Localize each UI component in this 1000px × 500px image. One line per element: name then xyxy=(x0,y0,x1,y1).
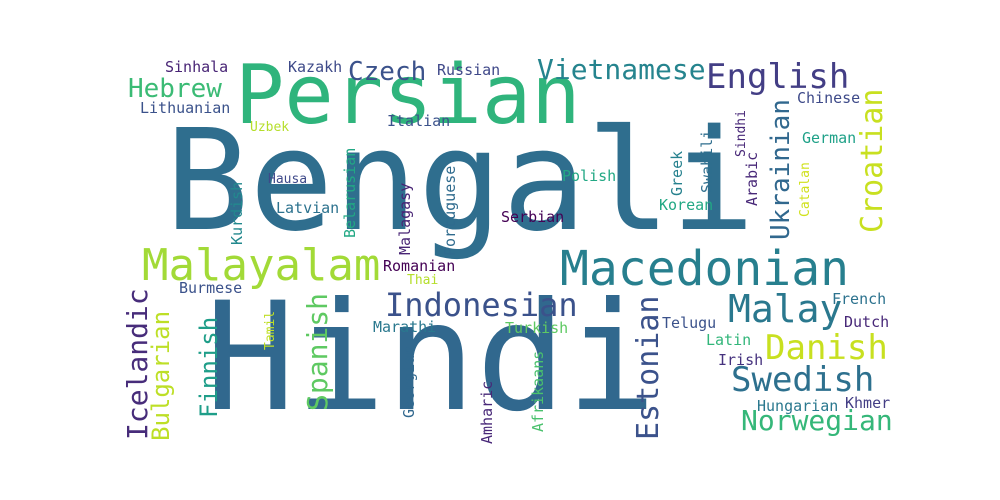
word-macedonian: Macedonian xyxy=(560,241,849,297)
word-hebrew: Hebrew xyxy=(128,74,222,104)
word-sindhi: Sindhi xyxy=(734,110,749,157)
word-swahili: Swahili xyxy=(698,129,716,193)
word-burmese: Burmese xyxy=(179,279,243,297)
word-portuguese: Portuguese xyxy=(441,165,459,256)
word-latvian: Latvian xyxy=(276,199,340,217)
word-arabic: Arabic xyxy=(743,151,761,206)
word-kazakh: Kazakh xyxy=(288,58,343,76)
word-greek: Greek xyxy=(668,150,686,196)
word-marathi: Marathi xyxy=(373,318,437,336)
word-romanian: Romanian xyxy=(383,257,456,275)
word-vietnamese: Vietnamese xyxy=(537,53,706,86)
word-belarusian: Belarusian xyxy=(341,147,359,238)
word-georgian: Georgian xyxy=(400,345,418,418)
word-kurdish: Kurdish xyxy=(228,181,246,245)
word-estonian: Estonian xyxy=(631,295,666,441)
word-korean: Korean xyxy=(659,196,714,214)
word-persian: Persian xyxy=(235,50,581,143)
word-irish: Irish xyxy=(718,351,764,369)
word-telugu: Telugu xyxy=(662,314,717,332)
word-bengali: Bengali xyxy=(165,100,756,263)
word-sinhala: Sinhala xyxy=(165,58,229,76)
word-serbian: Serbian xyxy=(501,208,565,226)
word-dutch: Dutch xyxy=(844,313,890,331)
word-indonesian: Indonesian xyxy=(385,286,578,324)
word-malayalam: Malayalam xyxy=(142,240,381,291)
word-amharic: Amharic xyxy=(478,380,496,444)
word-czech: Czech xyxy=(348,57,427,87)
word-norwegian: Norwegian xyxy=(741,404,893,437)
word-chinese: Chinese xyxy=(797,89,861,107)
word-malagasy: Malagasy xyxy=(396,182,414,255)
word-turkish: Turkish xyxy=(505,319,569,337)
word-english: English xyxy=(706,57,850,97)
word-catalan: Catalan xyxy=(798,162,813,217)
word-finnish: Finnish xyxy=(195,316,223,418)
word-russian: Russian xyxy=(437,61,501,79)
word-cloud: Bengali Hindi Persian Macedonian Malayal… xyxy=(125,50,900,450)
word-ukrainian: Ukrainian xyxy=(766,99,796,240)
word-khmer: Khmer xyxy=(845,394,891,412)
word-bulgarian: Bulgarian xyxy=(147,310,175,441)
word-uzbek: Uzbek xyxy=(250,120,290,135)
word-hindi: Hindi xyxy=(205,271,657,445)
word-french: French xyxy=(832,290,887,308)
word-lithuanian: Lithuanian xyxy=(140,99,231,117)
word-hausa: Hausa xyxy=(268,172,308,187)
word-hungarian: Hungarian xyxy=(757,397,839,415)
word-spanish: Spanish xyxy=(301,292,334,411)
word-latin: Latin xyxy=(706,331,752,349)
word-german: German xyxy=(802,129,857,147)
word-malay: Malay xyxy=(728,287,843,331)
word-polish: Polish xyxy=(562,167,617,185)
word-afrikaans: Afrikaans xyxy=(529,350,547,432)
word-thai: Thai xyxy=(407,273,439,288)
word-croatian: Croatian xyxy=(855,88,890,234)
word-swedish: Swedish xyxy=(731,360,875,400)
word-danish: Danish xyxy=(765,328,888,368)
word-tamil: Tamil xyxy=(263,310,278,350)
word-italian: Italian xyxy=(387,112,451,130)
